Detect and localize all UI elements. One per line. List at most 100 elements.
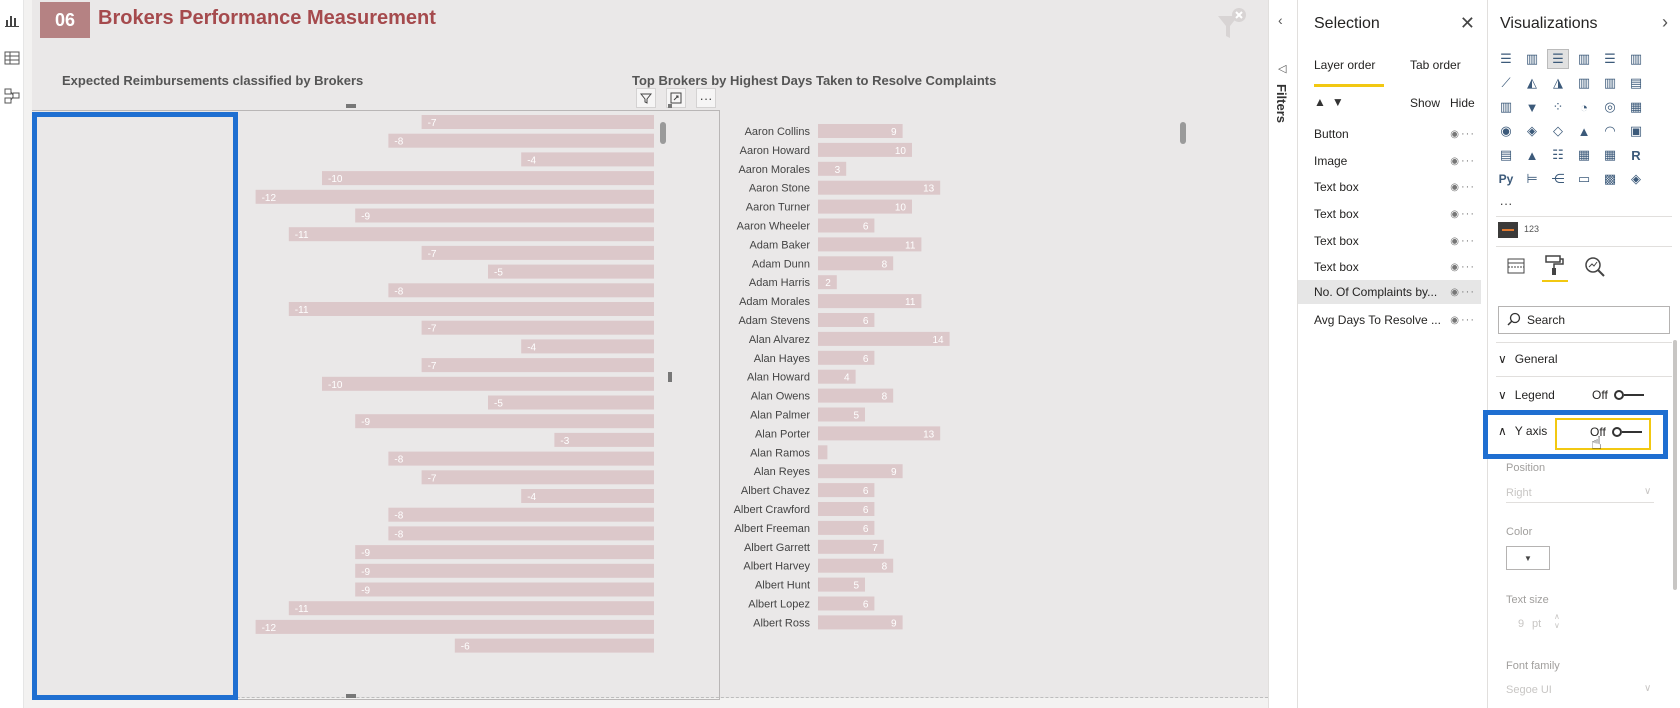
line-and-clustered-column-chart-icon[interactable]: ▥ bbox=[1603, 75, 1617, 90]
tab-tab-order[interactable]: Tab order bbox=[1410, 58, 1461, 72]
card-icon[interactable]: ▣ bbox=[1629, 123, 1643, 138]
smart-narrative-icon[interactable]: ▩ bbox=[1603, 171, 1617, 186]
r-script-visual-icon[interactable]: R bbox=[1631, 147, 1641, 163]
more-options-icon[interactable]: ··· bbox=[1461, 208, 1475, 220]
line-and-column-chart-icon[interactable]: ▥ bbox=[1577, 75, 1591, 90]
ribbon-chart-icon[interactable]: ▤ bbox=[1629, 75, 1643, 90]
funnel-icon[interactable]: ▼ bbox=[1525, 99, 1539, 115]
legend-toggle[interactable] bbox=[1614, 389, 1644, 401]
table-icon[interactable]: ▦ bbox=[1577, 147, 1591, 162]
clustered-column-chart-icon[interactable]: ▥ bbox=[1577, 51, 1591, 66]
y-axis-section-header[interactable]: ∧ Y axis bbox=[1498, 424, 1548, 438]
treemap-icon[interactable]: ▦ bbox=[1629, 99, 1643, 114]
layer-item[interactable]: Text box ◉ ··· bbox=[1314, 180, 1475, 194]
eye-icon[interactable]: ◉ bbox=[1450, 155, 1459, 167]
azure-map-icon[interactable]: ▲ bbox=[1577, 123, 1591, 139]
pie-chart-icon[interactable]: ◔ bbox=[1580, 99, 1588, 115]
tab-layer-order[interactable]: Layer order bbox=[1314, 58, 1376, 72]
color-picker[interactable]: ▼ bbox=[1506, 546, 1550, 570]
100-stacked-bar-chart-icon[interactable]: ☰ bbox=[1604, 51, 1616, 66]
layer-item[interactable]: Avg Days To Resolve ... ◉ ··· bbox=[1314, 313, 1475, 327]
eye-icon[interactable]: ◉ bbox=[1450, 286, 1459, 298]
filters-pane-collapsed[interactable]: ‹ ◁ Filters bbox=[1268, 0, 1298, 708]
font-family-dropdown[interactable]: Segoe UI bbox=[1506, 684, 1552, 696]
gauge-icon[interactable]: ◠ bbox=[1604, 123, 1616, 138]
send-backward-icon[interactable]: ▼ bbox=[1331, 95, 1350, 109]
move-layer-buttons[interactable]: ▲▼ bbox=[1314, 95, 1350, 109]
more-options-icon[interactable]: ··· bbox=[1461, 314, 1475, 326]
stepper-icon[interactable]: ∧ ∨ bbox=[1554, 612, 1560, 630]
reimbursements-visual-border[interactable] bbox=[32, 110, 720, 700]
left-visual-scrollbar[interactable] bbox=[660, 122, 666, 144]
more-options-icon[interactable]: ··· bbox=[1461, 261, 1475, 273]
more-options-icon[interactable]: ··· bbox=[1461, 155, 1475, 167]
python-visual-icon[interactable]: Py bbox=[1498, 172, 1514, 186]
map-icon[interactable]: ◉ bbox=[1500, 123, 1512, 138]
filled-map-icon[interactable]: ◈ bbox=[1527, 123, 1537, 138]
more-options-icon[interactable]: ··· bbox=[1461, 235, 1475, 247]
eye-icon[interactable]: ◉ bbox=[1450, 181, 1459, 193]
close-icon[interactable]: ✕ bbox=[1459, 13, 1475, 33]
fields-icon[interactable] bbox=[1506, 256, 1526, 276]
data-view-icon[interactable] bbox=[4, 50, 20, 66]
layer-item[interactable]: Image ◉ ··· bbox=[1314, 154, 1475, 168]
report-view-icon[interactable] bbox=[4, 12, 20, 28]
qna-icon[interactable]: ▭ bbox=[1577, 171, 1591, 186]
clear-filter-icon[interactable] bbox=[1216, 6, 1246, 42]
format-search-input[interactable]: Search bbox=[1498, 306, 1670, 334]
eye-icon[interactable]: ◉ bbox=[1450, 128, 1459, 140]
get-more-visuals-icon[interactable]: ··· bbox=[1499, 195, 1513, 211]
more-options-icon[interactable]: ··· bbox=[1461, 128, 1475, 140]
eye-icon[interactable]: ◉ bbox=[1450, 314, 1459, 326]
shape-map-icon[interactable]: ◇ bbox=[1553, 123, 1563, 138]
format-paint-roller-icon[interactable] bbox=[1542, 254, 1566, 276]
matrix-icon[interactable]: ▦ bbox=[1603, 147, 1617, 162]
layer-item-selected[interactable]: No. Of Complaints by... ◉ ··· bbox=[1298, 280, 1481, 304]
analytics-icon[interactable] bbox=[1584, 256, 1606, 278]
resize-handle-top[interactable] bbox=[346, 104, 356, 108]
slicer-icon[interactable]: ☷ bbox=[1552, 147, 1564, 162]
layer-item[interactable]: Text box ◉ ··· bbox=[1314, 234, 1475, 248]
resize-handle-bottom[interactable] bbox=[346, 694, 356, 698]
kpi-icon[interactable]: ▲ bbox=[1525, 147, 1539, 163]
focus-mode-icon[interactable] bbox=[666, 88, 686, 108]
scatter-chart-icon[interactable]: ⁘ bbox=[1552, 99, 1564, 114]
text-size-input[interactable]: 9 bbox=[1518, 618, 1525, 630]
filters-label[interactable]: Filters bbox=[1274, 84, 1289, 124]
more-options-icon[interactable]: ··· bbox=[696, 88, 716, 108]
resize-handle-right[interactable] bbox=[668, 372, 672, 382]
filter-icon[interactable] bbox=[636, 88, 656, 108]
general-section-header[interactable]: ∨ General bbox=[1498, 352, 1558, 366]
chevron-right-icon[interactable]: › bbox=[1662, 12, 1668, 32]
line-chart-icon[interactable]: ⟋ bbox=[1501, 75, 1511, 90]
donut-chart-icon[interactable]: ◎ bbox=[1604, 99, 1616, 114]
power-apps-icon[interactable]: ◈ bbox=[1631, 171, 1641, 186]
bring-forward-icon[interactable]: ▲ bbox=[1314, 95, 1332, 109]
layer-item[interactable]: Text box ◉ ··· bbox=[1314, 260, 1475, 274]
eye-icon[interactable]: ◉ bbox=[1450, 208, 1459, 220]
card-visual-label[interactable]: 123 bbox=[1524, 224, 1540, 234]
multi-row-card-icon[interactable]: ▤ bbox=[1499, 147, 1513, 162]
stacked-column-chart-icon[interactable]: ▥ bbox=[1525, 51, 1539, 66]
chevron-left-icon[interactable]: ‹ bbox=[1278, 12, 1283, 28]
decomposition-tree-icon[interactable]: ⋲ bbox=[1551, 171, 1565, 186]
show-all-button[interactable]: Show bbox=[1410, 96, 1441, 110]
legend-section-header[interactable]: ∨ Legend bbox=[1498, 388, 1555, 402]
layer-item[interactable]: Button ◉ ··· bbox=[1314, 127, 1475, 141]
eye-icon[interactable]: ◉ bbox=[1450, 261, 1459, 273]
hide-all-button[interactable]: Hide bbox=[1450, 96, 1475, 110]
custom-visual-icon[interactable] bbox=[1498, 222, 1518, 238]
eye-icon[interactable]: ◉ bbox=[1450, 235, 1459, 247]
resize-handle-top-right[interactable] bbox=[668, 104, 672, 108]
layer-item[interactable]: Text box ◉ ··· bbox=[1314, 207, 1475, 221]
model-view-icon[interactable] bbox=[4, 88, 20, 104]
position-dropdown[interactable]: Right bbox=[1506, 487, 1532, 499]
100-stacked-column-chart-icon[interactable]: ▥ bbox=[1629, 51, 1643, 66]
waterfall-chart-icon[interactable]: ▥ bbox=[1499, 99, 1513, 114]
clustered-bar-chart-icon[interactable]: ☰ bbox=[1547, 49, 1569, 69]
more-options-icon[interactable]: ··· bbox=[1461, 181, 1475, 193]
stacked-area-chart-icon[interactable]: ◮ bbox=[1553, 75, 1563, 90]
format-pane-scrollbar[interactable] bbox=[1673, 340, 1677, 590]
right-visual-scrollbar[interactable] bbox=[1180, 122, 1186, 144]
area-chart-icon[interactable]: ◭ bbox=[1527, 75, 1537, 90]
